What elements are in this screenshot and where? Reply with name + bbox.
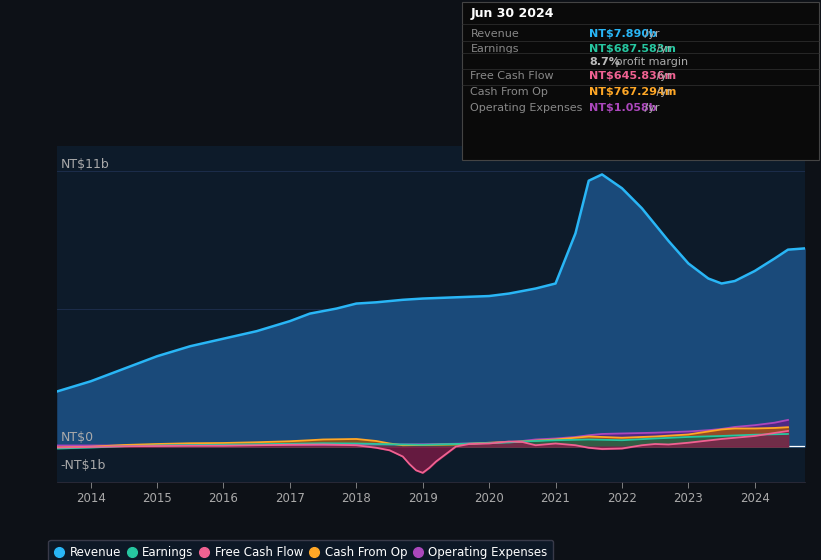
Text: NT$0: NT$0	[61, 432, 94, 445]
Text: Operating Expenses: Operating Expenses	[470, 102, 583, 113]
Text: NT$7.890b: NT$7.890b	[589, 29, 658, 39]
Text: Revenue: Revenue	[470, 29, 519, 39]
Text: Earnings: Earnings	[470, 44, 519, 54]
Text: /yr: /yr	[653, 87, 672, 97]
Text: 8.7%: 8.7%	[589, 57, 621, 67]
Text: NT$645.836m: NT$645.836m	[589, 71, 677, 81]
Text: -NT$1b: -NT$1b	[61, 459, 106, 472]
Legend: Revenue, Earnings, Free Cash Flow, Cash From Op, Operating Expenses: Revenue, Earnings, Free Cash Flow, Cash …	[48, 540, 553, 560]
Text: Jun 30 2024: Jun 30 2024	[470, 7, 554, 21]
Text: NT$1.058b: NT$1.058b	[589, 102, 657, 113]
Text: /yr: /yr	[653, 71, 672, 81]
Text: NT$11b: NT$11b	[61, 158, 109, 171]
Text: NT$687.583m: NT$687.583m	[589, 44, 677, 54]
Text: Free Cash Flow: Free Cash Flow	[470, 71, 554, 81]
Text: NT$767.294m: NT$767.294m	[589, 87, 677, 97]
Text: /yr: /yr	[641, 102, 660, 113]
Text: profit margin: profit margin	[612, 57, 689, 67]
Text: Cash From Op: Cash From Op	[470, 87, 548, 97]
Text: /yr: /yr	[653, 44, 672, 54]
Text: /yr: /yr	[641, 29, 660, 39]
